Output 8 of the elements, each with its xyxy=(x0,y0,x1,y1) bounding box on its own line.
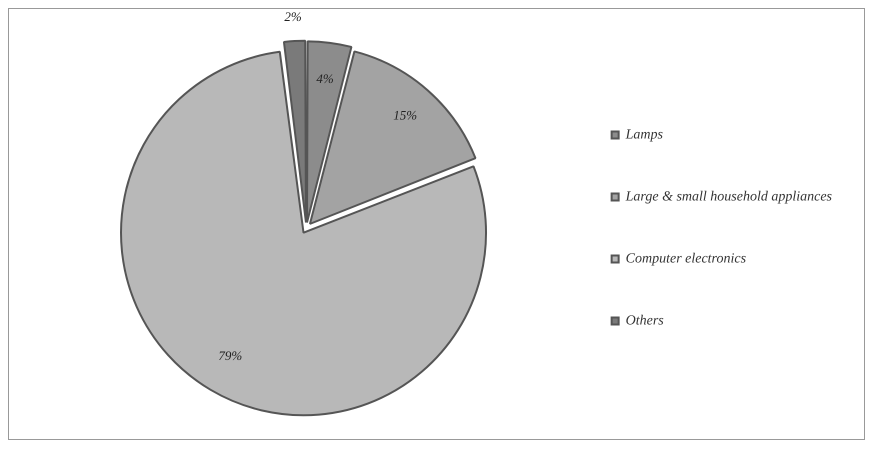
data-label: 15% xyxy=(393,107,418,122)
data-label: 2% xyxy=(284,8,302,24)
legend-label: Lamps xyxy=(624,128,664,143)
data-label: 4% xyxy=(316,71,334,86)
legend-label: Others xyxy=(626,314,664,329)
legend-label: Large & small household appliances xyxy=(624,190,833,205)
legend-label: Computer electronics xyxy=(626,252,747,267)
data-label: 79% xyxy=(218,348,242,364)
